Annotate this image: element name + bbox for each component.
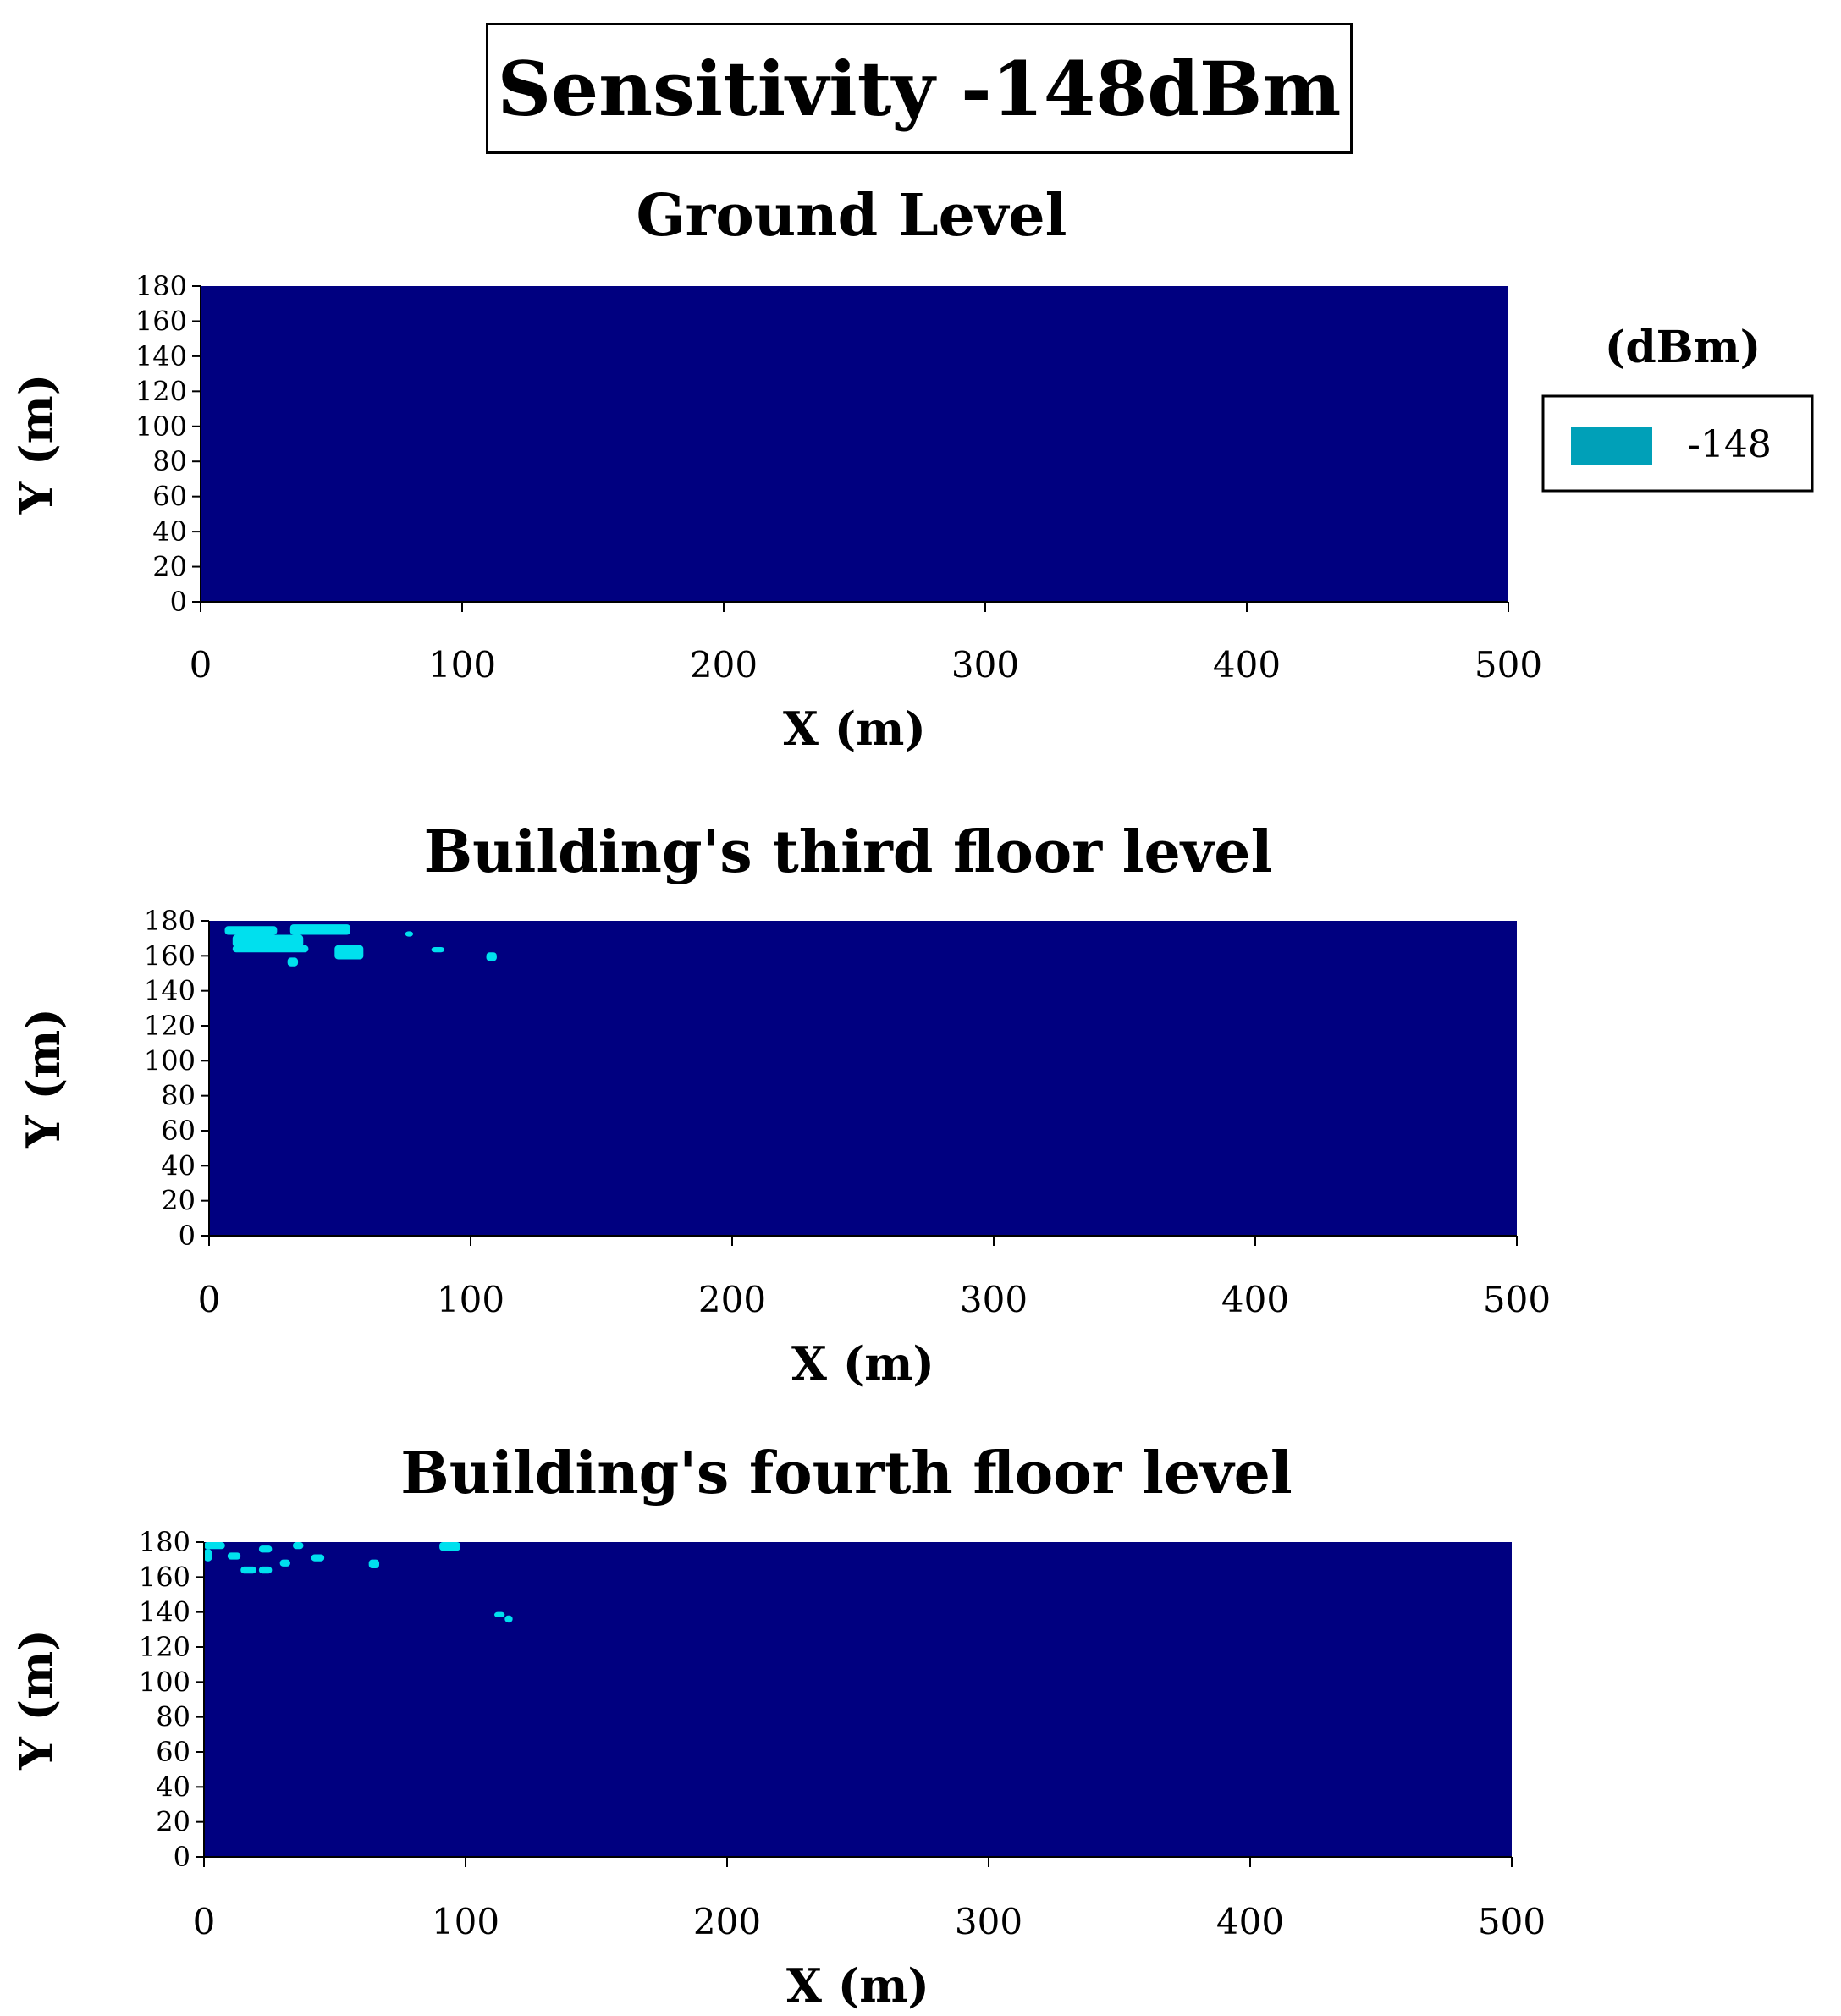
x-tick-label-1-200: 200 <box>698 1279 766 1320</box>
y-tick-label-2-140: 140 <box>139 1596 190 1628</box>
coverage-region-1-3 <box>232 945 309 953</box>
main-title-box: Sensitivity -148dBm <box>486 23 1353 154</box>
y-tick-label-1-40: 40 <box>161 1149 196 1182</box>
coverage-region-2-5 <box>240 1566 256 1574</box>
x-tick-label-1-100: 100 <box>437 1279 504 1320</box>
coverage-region-2-10 <box>439 1542 460 1551</box>
plot-area-2 <box>204 1542 1512 1857</box>
coverage-region-1-1 <box>289 924 350 935</box>
panel-title-2: Building's fourth floor level <box>400 1440 1292 1507</box>
coverage-region-1-8 <box>486 952 497 961</box>
x-axis-label-1: X (m) <box>791 1336 934 1391</box>
coverage-region-1-6 <box>405 931 414 937</box>
x-tick-label-0-200: 200 <box>690 644 758 686</box>
y-tick-label-0-0: 0 <box>170 586 187 618</box>
y-tick-label-1-100: 100 <box>144 1044 196 1077</box>
y-axis-label-2: Y (m) <box>9 1629 63 1771</box>
y-tick-label-1-20: 20 <box>161 1185 196 1217</box>
y-tick-label-1-0: 0 <box>179 1220 196 1252</box>
coverage-region-2-4 <box>293 1542 304 1550</box>
x-tick-label-2-300: 300 <box>955 1901 1022 1942</box>
y-tick-label-0-60: 60 <box>152 481 187 513</box>
y-axis-label-0: Y (m) <box>9 374 63 515</box>
x-axis-label-0: X (m) <box>783 702 926 756</box>
y-tick-label-0-40: 40 <box>152 515 187 548</box>
x-tick-label-2-200: 200 <box>693 1901 761 1942</box>
x-tick-label-1-400: 400 <box>1221 1279 1289 1320</box>
y-tick-label-2-40: 40 <box>156 1771 190 1803</box>
panel-title-1: Building's third floor level <box>424 818 1273 886</box>
coverage-region-2-1 <box>204 1549 212 1562</box>
coverage-region-2-8 <box>311 1554 325 1562</box>
plot-area-0 <box>201 286 1508 602</box>
coverage-region-1-0 <box>224 926 278 935</box>
coverage-region-2-9 <box>368 1559 380 1568</box>
coverage-region-2-11 <box>493 1611 505 1617</box>
y-tick-label-1-80: 80 <box>161 1080 196 1112</box>
y-tick-label-1-120: 120 <box>144 1010 196 1042</box>
y-tick-label-2-20: 20 <box>156 1806 190 1838</box>
y-tick-label-2-120: 120 <box>139 1631 190 1663</box>
x-tick-label-0-400: 400 <box>1213 644 1281 686</box>
y-tick-label-1-140: 140 <box>144 975 196 1007</box>
y-axis-label-1: Y (m) <box>16 1008 70 1149</box>
y-tick-label-0-120: 120 <box>135 375 187 407</box>
legend-swatch-0 <box>1571 427 1652 465</box>
coverage-region-2-2 <box>227 1552 241 1560</box>
x-tick-label-1-300: 300 <box>960 1279 1028 1320</box>
y-tick-label-0-180: 180 <box>135 270 187 302</box>
x-tick-label-0-100: 100 <box>428 644 496 686</box>
y-tick-label-1-180: 180 <box>144 905 196 937</box>
coverage-region-1-4 <box>334 945 364 960</box>
y-tick-label-1-160: 160 <box>144 939 196 972</box>
y-tick-label-2-0: 0 <box>174 1841 190 1873</box>
y-tick-label-2-180: 180 <box>139 1526 190 1558</box>
x-tick-label-0-500: 500 <box>1474 644 1542 686</box>
y-tick-label-0-100: 100 <box>135 410 187 443</box>
y-tick-label-0-140: 140 <box>135 340 187 372</box>
x-tick-label-2-0: 0 <box>193 1901 216 1942</box>
legend-box <box>1541 394 1814 493</box>
coverage-region-1-2 <box>232 934 304 947</box>
coverage-region-2-3 <box>258 1545 273 1553</box>
legend-label-0: -148 <box>1688 423 1772 466</box>
x-tick-label-0-0: 0 <box>190 644 212 686</box>
coverage-region-1-5 <box>287 957 299 967</box>
coverage-region-2-6 <box>258 1566 273 1574</box>
coverage-region-2-7 <box>279 1559 290 1567</box>
x-tick-label-1-500: 500 <box>1483 1279 1551 1320</box>
x-tick-label-2-400: 400 <box>1216 1901 1284 1942</box>
y-tick-label-2-80: 80 <box>156 1701 190 1733</box>
x-tick-label-0-300: 300 <box>951 644 1019 686</box>
x-tick-label-2-500: 500 <box>1478 1901 1546 1942</box>
legend-title: (dBm) <box>1605 322 1761 373</box>
y-tick-label-0-80: 80 <box>152 445 187 477</box>
coverage-region-2-12 <box>504 1615 513 1623</box>
x-tick-label-1-0: 0 <box>198 1279 221 1320</box>
panel-title-0: Ground Level <box>636 182 1067 250</box>
x-axis-label-2: X (m) <box>786 1958 929 2013</box>
x-tick-label-2-100: 100 <box>432 1901 499 1942</box>
y-tick-label-2-160: 160 <box>139 1561 190 1593</box>
y-tick-label-0-160: 160 <box>135 305 187 337</box>
main-title: Sensitivity -148dBm <box>497 44 1342 133</box>
y-tick-label-1-60: 60 <box>161 1115 196 1147</box>
plot-area-1 <box>209 921 1517 1236</box>
coverage-region-1-7 <box>431 947 445 953</box>
y-tick-label-2-100: 100 <box>139 1666 190 1698</box>
y-tick-label-2-60: 60 <box>156 1736 190 1768</box>
coverage-region-2-0 <box>204 1542 225 1550</box>
y-tick-label-0-20: 20 <box>152 551 187 583</box>
